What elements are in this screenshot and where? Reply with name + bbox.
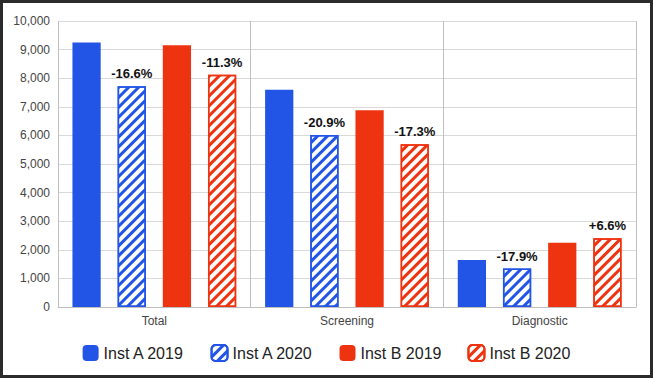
svg-text:-17.9%: -17.9%: [496, 249, 538, 264]
svg-text:4,000: 4,000: [20, 186, 50, 200]
svg-text:Inst B 2019: Inst B 2019: [361, 345, 442, 362]
svg-text:7,000: 7,000: [20, 100, 50, 114]
svg-text:Screening: Screening: [320, 314, 374, 328]
svg-text:-17.3%: -17.3%: [394, 124, 436, 139]
svg-text:-11.3%: -11.3%: [202, 55, 243, 70]
svg-text:0: 0: [43, 300, 50, 314]
svg-text:10,000: 10,000: [13, 14, 50, 28]
svg-text:Total: Total: [142, 314, 167, 328]
svg-text:Inst A 2020: Inst A 2020: [233, 345, 312, 362]
svg-text:+6.6%: +6.6%: [589, 218, 627, 233]
svg-text:5,000: 5,000: [20, 157, 50, 171]
svg-text:Inst A 2019: Inst A 2019: [104, 345, 183, 362]
svg-text:Inst B 2020: Inst B 2020: [489, 345, 570, 362]
svg-text:8,000: 8,000: [20, 71, 50, 85]
svg-text:9,000: 9,000: [20, 43, 50, 57]
svg-text:2,000: 2,000: [20, 243, 50, 257]
svg-text:1,000: 1,000: [20, 271, 50, 285]
svg-text:-20.9%: -20.9%: [304, 115, 346, 130]
svg-text:-16.6%: -16.6%: [111, 66, 153, 81]
svg-text:3,000: 3,000: [20, 214, 50, 228]
svg-text:Diagnostic: Diagnostic: [512, 314, 568, 328]
svg-text:6,000: 6,000: [20, 128, 50, 142]
